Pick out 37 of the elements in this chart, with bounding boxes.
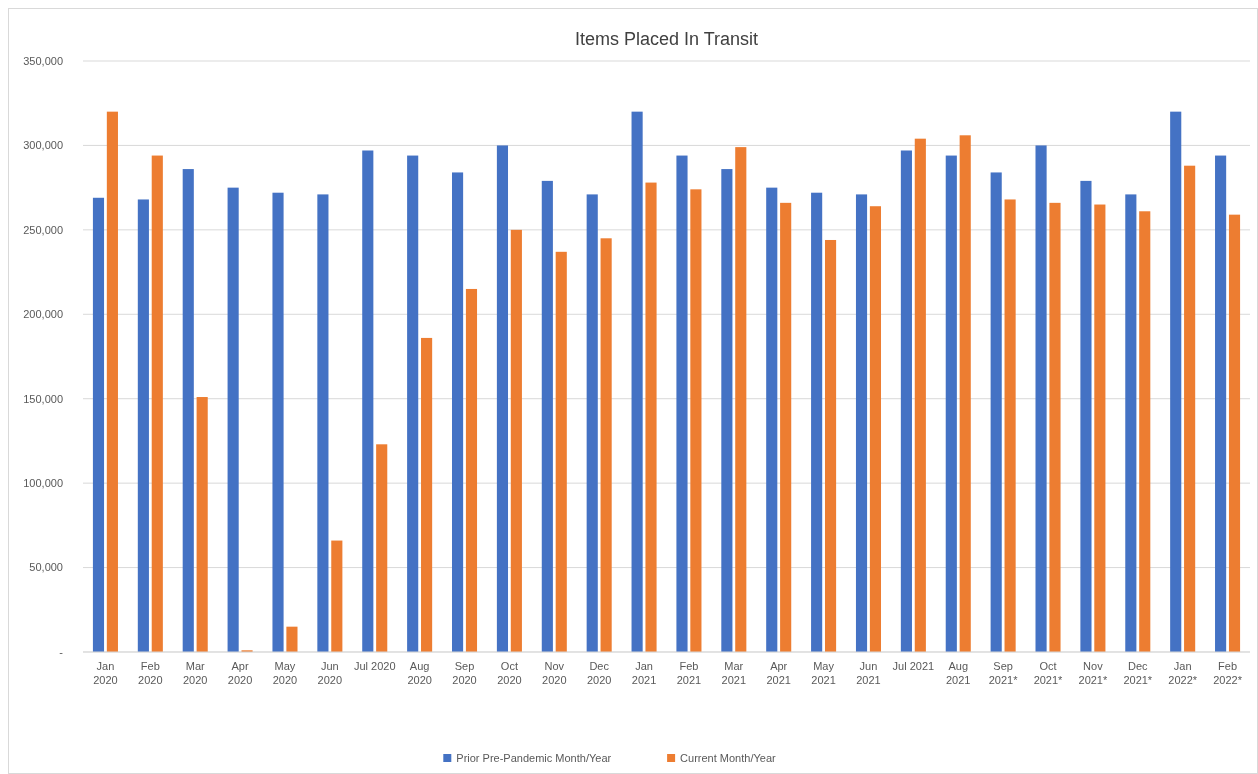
x-tick-label: Nov 2021*: [1078, 660, 1108, 686]
legend-label: Prior Pre-Pandemic Month/Year: [456, 751, 612, 764]
y-tick-label: 300,000: [23, 139, 63, 152]
y-tick-label: 150,000: [23, 392, 63, 405]
x-tick-label: Oct 2020: [497, 660, 522, 686]
y-tick-label: 50,000: [29, 561, 63, 574]
y-tick-label: 350,000: [23, 54, 63, 67]
x-tick-label: Jan 2022*: [1168, 660, 1198, 686]
x-tick-label: Oct 2021*: [1033, 660, 1064, 686]
x-tick-label: May 2020: [272, 660, 298, 686]
y-tick-label: 250,000: [23, 223, 63, 236]
x-tick-label: Feb 2021: [676, 660, 702, 686]
chart-title: Items Placed In Transit: [574, 29, 759, 49]
y-tick-label: 100,000: [23, 476, 63, 489]
x-tick-label: Dec 2020: [586, 660, 612, 686]
x-tick-label: Jun 2021: [856, 660, 881, 686]
x-tick-label: Nov 2020: [542, 660, 567, 686]
x-tick-label: Jun 2020: [317, 660, 343, 686]
x-tick-label: Jan 2020: [93, 660, 118, 686]
x-tick-label: Mar 2021: [721, 660, 747, 686]
x-tick-label: Feb 2020: [138, 660, 163, 686]
x-tick-label: Jan 2021: [631, 660, 657, 686]
legend-label: Current Month/Year: [680, 751, 777, 764]
x-tick-label: Sep 2021*: [988, 660, 1019, 686]
x-tick-label: Sep 2020: [452, 660, 477, 686]
x-tick-label: Dec 2021*: [1123, 660, 1153, 686]
x-tick-label: Aug 2021: [946, 660, 971, 686]
y-tick-label: -: [59, 645, 64, 658]
y-tick-label: 200,000: [23, 308, 63, 321]
x-tick-label: May 2021: [811, 660, 836, 686]
x-tick-label: Jul 2020: [353, 660, 396, 672]
x-tick-label: Aug 2020: [407, 660, 432, 686]
x-tick-label: Jul 2021: [892, 660, 935, 672]
x-tick-label: Apr 2020: [227, 660, 253, 686]
x-tick-label: Mar 2020: [182, 660, 208, 686]
x-tick-label: Apr 2021: [766, 660, 791, 686]
x-tick-label: Feb 2022*: [1213, 660, 1243, 686]
